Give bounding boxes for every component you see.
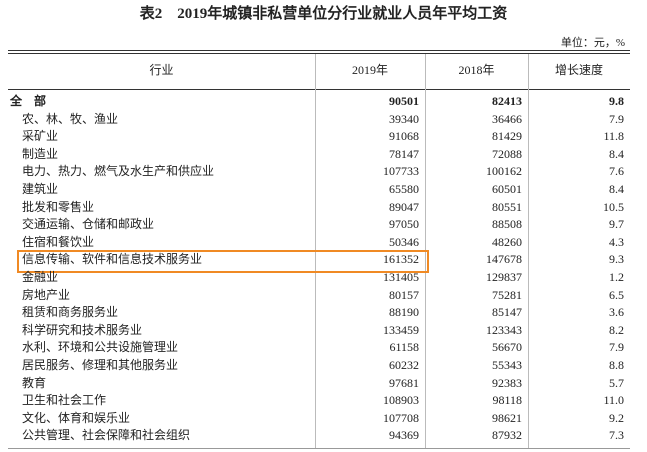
cell: 131405 — [383, 270, 419, 284]
cell: 78147 — [389, 146, 419, 161]
cell: 107733 — [383, 164, 419, 179]
row-label: 教育 — [22, 375, 47, 390]
cell: 8.2 — [609, 322, 624, 337]
cell: 9.2 — [609, 410, 624, 425]
cell: 85147 — [492, 305, 522, 320]
cell: 147678 — [486, 252, 522, 267]
row-label: 公共管理、社会保障和社会组织 — [22, 428, 191, 443]
row-label: 建筑业 — [22, 182, 59, 196]
cell: 88508 — [492, 217, 522, 232]
cell: 1.2 — [609, 270, 624, 284]
unit: 单位：元，% — [560, 37, 625, 49]
cell: 8.4 — [609, 182, 624, 196]
row-label: 房地产业 — [22, 287, 71, 302]
cell: 100162 — [486, 164, 522, 179]
cell: 133459 — [383, 322, 419, 337]
cell: 82413 — [492, 94, 522, 108]
cell: 7.9 — [609, 111, 624, 126]
title: 表2 2019年城镇非私营单位分行业就业人员年平均工资 — [139, 6, 508, 22]
cell: 48260 — [492, 234, 522, 249]
col-sep — [528, 54, 529, 448]
cell: 123343 — [486, 322, 522, 337]
rule — [8, 448, 630, 449]
cell: 7.9 — [609, 340, 624, 355]
cell: 129837 — [486, 270, 522, 284]
cell: 87932 — [492, 428, 522, 443]
cell: 91068 — [389, 129, 419, 144]
row-label: 卫生和社会工作 — [22, 393, 107, 408]
row-label: 科学研究和技术服务业 — [22, 322, 143, 337]
cell: 60232 — [389, 358, 419, 372]
rule — [8, 53, 630, 54]
row-label: 居民服务、修理和其他服务业 — [22, 358, 179, 372]
row-label: 金融业 — [22, 270, 59, 284]
row-label: 电力、热力、燃气及水生产和供应业 — [22, 164, 215, 179]
cell: 89047 — [389, 199, 419, 214]
row-label: 制造业 — [22, 146, 59, 161]
row-label: 采矿业 — [22, 129, 59, 144]
rule — [8, 50, 630, 51]
cell: 107708 — [383, 410, 419, 425]
cell: 98118 — [492, 393, 522, 408]
cell: 92383 — [492, 375, 522, 390]
cell: 61158 — [389, 340, 419, 355]
cell: 7.6 — [609, 164, 624, 179]
cell: 8.8 — [609, 358, 624, 372]
cell: 97050 — [389, 217, 419, 232]
highlight-box — [17, 250, 429, 273]
row-label: 住宿和餐饮业 — [22, 234, 95, 249]
cell: 55343 — [492, 358, 522, 372]
cell: 50346 — [389, 234, 419, 249]
cell: 98621 — [492, 410, 522, 425]
cell: 9.3 — [609, 252, 624, 267]
cell: 97681 — [389, 375, 419, 390]
cell: 72088 — [492, 146, 522, 161]
cell: 108903 — [383, 393, 419, 408]
cell: 161352 — [383, 252, 419, 267]
cell: 88190 — [389, 305, 419, 320]
row-label: 批发和零售业 — [22, 199, 95, 214]
row-label: 信息传输、软件和信息技术服务业 — [22, 252, 203, 267]
row-label: 全 部 — [10, 94, 47, 108]
cell: 60501 — [492, 182, 522, 196]
cell: 9.7 — [609, 217, 624, 232]
cell: 5.7 — [609, 375, 624, 390]
cell: 6.5 — [609, 287, 624, 302]
rule — [8, 89, 630, 90]
cell: 80157 — [389, 287, 419, 302]
cell: 81429 — [492, 129, 522, 144]
header-cell: 增长速度 — [554, 63, 603, 77]
cell: 56670 — [492, 340, 522, 355]
cell: 94369 — [389, 428, 419, 443]
cell: 11.0 — [603, 393, 624, 408]
row-label: 文化、体育和娱乐业 — [22, 410, 131, 425]
cell: 7.3 — [609, 428, 624, 443]
row-label: 水利、环境和公共设施管理业 — [22, 340, 179, 355]
row-label: 交通运输、仓储和邮政业 — [22, 217, 155, 232]
cell: 39340 — [389, 111, 419, 126]
header-cell: 行业 — [149, 63, 174, 77]
cell: 90501 — [389, 94, 419, 108]
cell: 36466 — [492, 111, 522, 126]
cell: 11.8 — [603, 129, 624, 144]
cell: 3.6 — [609, 305, 624, 320]
cell: 80551 — [492, 199, 522, 214]
cell: 4.3 — [609, 234, 624, 249]
row-label: 农、林、牧、渔业 — [22, 111, 119, 126]
header-cell: 2019年 — [351, 63, 388, 77]
cell: 65580 — [389, 182, 419, 196]
cell: 8.4 — [609, 146, 624, 161]
cell: 9.8 — [609, 94, 624, 108]
cell: 10.5 — [603, 199, 624, 214]
cell: 75281 — [492, 287, 522, 302]
row-label: 租赁和商务服务业 — [22, 305, 119, 320]
header-cell: 2018年 — [458, 63, 495, 77]
